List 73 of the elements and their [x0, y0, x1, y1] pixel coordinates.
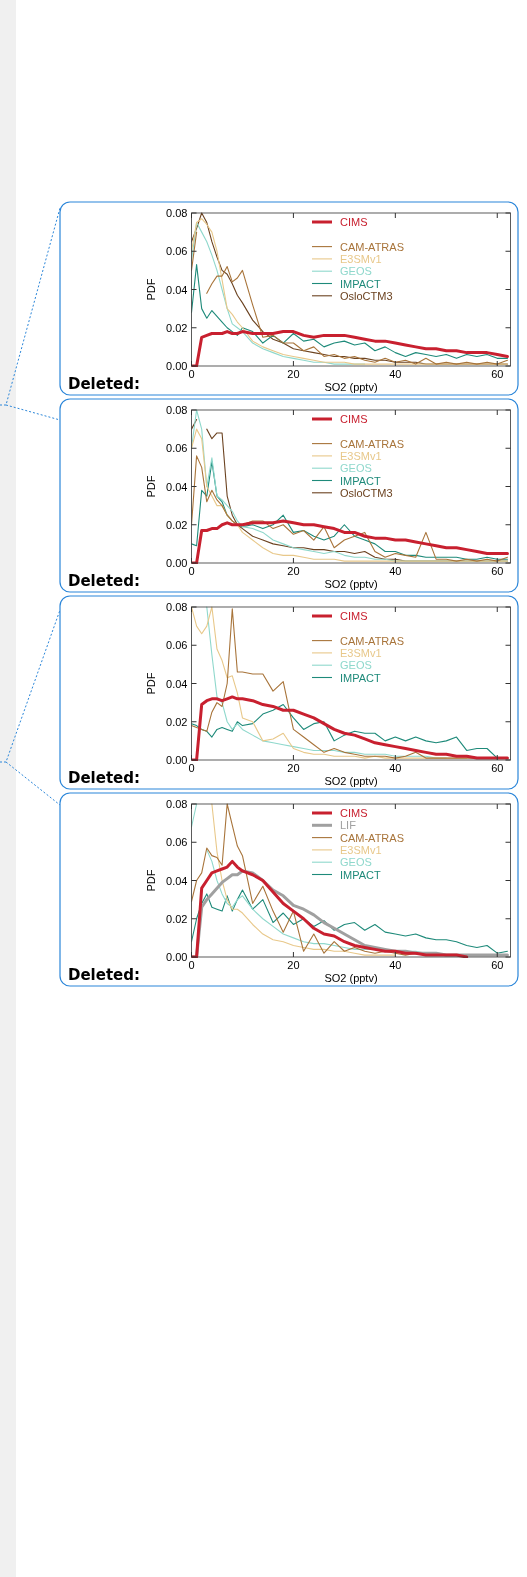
x-tick-label: 40 [389, 762, 402, 774]
y-tick-label: 0.06 [166, 836, 188, 849]
x-axis-title: SO2 (pptv) [324, 381, 378, 393]
legend-label: OsloCTM3 [340, 289, 393, 302]
x-tick-label: 60 [491, 959, 504, 971]
line-series [191, 264, 508, 359]
y-tick-label: 0.04 [166, 480, 188, 493]
legend-label: GEOS [340, 856, 372, 869]
x-axis-title: SO2 (pptv) [324, 972, 378, 984]
legend-label: CIMS [340, 807, 368, 819]
x-tick-label: 20 [287, 762, 300, 774]
x-axis-title: SO2 (pptv) [324, 775, 378, 787]
x-tick-label: 0 [188, 368, 195, 380]
legend-label: IMPACT [340, 671, 382, 684]
x-tick-label: 20 [287, 368, 300, 380]
x-tick-label: 60 [491, 368, 504, 380]
x-tick-label: 60 [491, 762, 504, 774]
legend-label: GEOS [340, 462, 372, 475]
legend-label: E3SMv1 [340, 646, 382, 659]
y-tick-label: 0.00 [166, 557, 188, 569]
x-tick-label: 40 [389, 368, 402, 380]
y-tick-label: 0.06 [166, 245, 188, 258]
x-tick-label: 40 [389, 565, 402, 577]
legend-label: GEOS [340, 265, 372, 278]
y-tick-label: 0.00 [166, 754, 188, 766]
y-axis-title: PDF [144, 278, 157, 301]
x-tick-label: 0 [188, 565, 195, 577]
y-tick-label: 0.02 [166, 321, 188, 334]
y-tick-label: 0.02 [166, 715, 188, 728]
legend-label: IMPACT [340, 277, 382, 290]
legend-label: CAM-ATRAS [340, 240, 404, 253]
legend-label: LIF [340, 819, 357, 832]
legend-label: E3SMv1 [340, 252, 382, 265]
legend-label: GEOS [340, 659, 372, 672]
legend-label: E3SMv1 [340, 843, 382, 856]
legend-label: OsloCTM3 [340, 486, 393, 499]
legend-label: CAM-ATRAS [340, 831, 404, 844]
y-tick-label: 0.08 [166, 601, 188, 613]
x-tick-label: 60 [491, 565, 504, 577]
y-tick-label: 0.00 [166, 951, 188, 963]
legend-label: IMPACT [340, 868, 382, 881]
y-tick-label: 0.02 [166, 912, 188, 925]
y-tick-label: 0.02 [166, 518, 188, 531]
x-tick-label: 0 [188, 959, 195, 971]
text: Deleted: [68, 966, 141, 984]
y-tick-label: 0.06 [166, 639, 188, 652]
legend-label: CIMS [340, 610, 368, 622]
y-tick-label: 0.08 [166, 404, 188, 416]
text: Deleted: [68, 375, 141, 393]
y-tick-label: 0.08 [166, 798, 188, 810]
legend-label: CAM-ATRAS [340, 634, 404, 647]
x-axis-title: SO2 (pptv) [324, 578, 378, 590]
legend-label: E3SMv1 [340, 449, 382, 462]
legend-label: CAM-ATRAS [340, 437, 404, 450]
y-tick-label: 0.04 [166, 874, 188, 887]
y-tick-label: 0.08 [166, 207, 188, 219]
legend-label: CIMS [340, 216, 368, 228]
y-tick-label: 0.00 [166, 360, 188, 372]
line-series [191, 889, 508, 954]
legend-label: IMPACT [340, 474, 382, 487]
text: Deleted: [68, 572, 141, 590]
legend-label: CIMS [340, 413, 368, 425]
x-tick-label: 20 [287, 565, 300, 577]
y-axis-title: PDF [144, 672, 157, 695]
y-axis-title: PDF [144, 869, 157, 892]
x-tick-label: 20 [287, 959, 300, 971]
y-tick-label: 0.06 [166, 442, 188, 455]
x-tick-label: 0 [188, 762, 195, 774]
x-tick-label: 40 [389, 959, 402, 971]
y-tick-label: 0.04 [166, 283, 188, 296]
text: Deleted: [68, 769, 141, 787]
y-axis-title: PDF [144, 475, 157, 498]
y-tick-label: 0.04 [166, 677, 188, 690]
